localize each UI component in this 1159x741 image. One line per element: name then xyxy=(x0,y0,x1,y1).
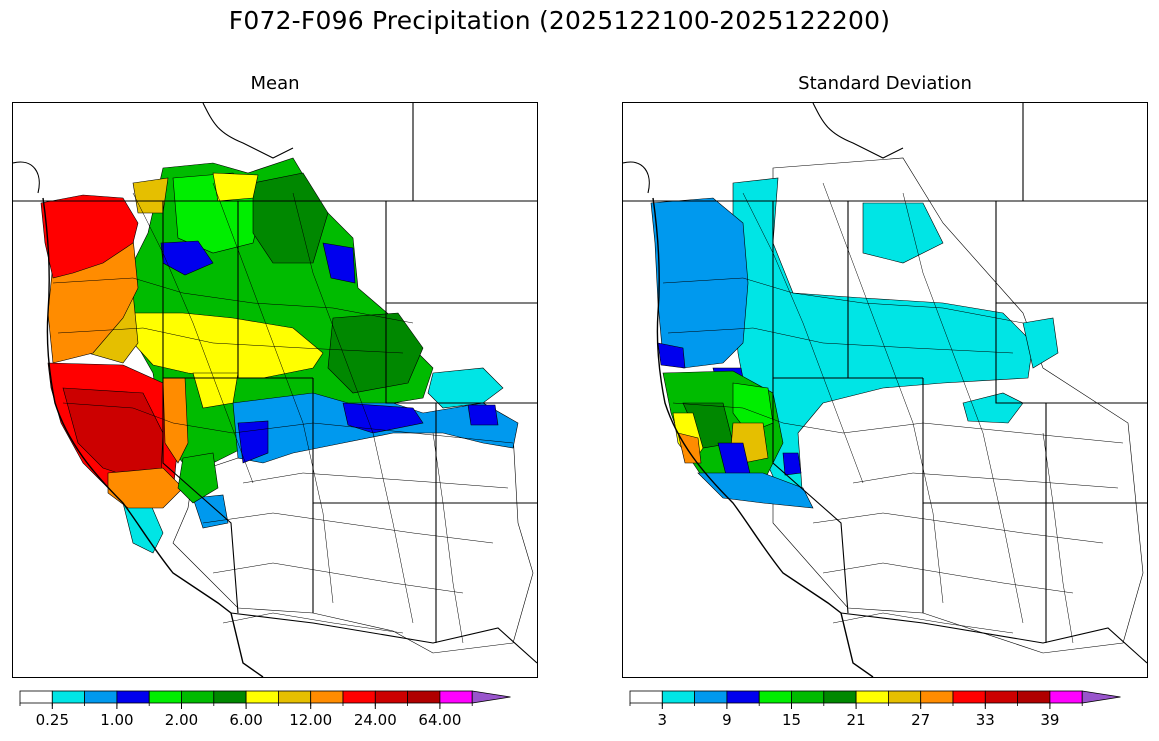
region-blue xyxy=(657,342,686,369)
colorbar-cell xyxy=(84,690,118,704)
map-mean xyxy=(12,102,538,678)
colorbar-tick-label: 6.00 xyxy=(229,711,262,729)
figure-title: F072-F096 Precipitation (2025122100-2025… xyxy=(228,6,891,35)
colorbar-tick-label: 33 xyxy=(976,711,995,729)
region-yellow-3 xyxy=(192,372,239,409)
region-blue-4 xyxy=(782,452,802,476)
coastline xyxy=(42,197,264,677)
panel-title-std-dev: Standard Deviation xyxy=(798,73,972,94)
region-orange-3 xyxy=(107,467,184,509)
region-green-2 xyxy=(177,452,219,504)
sd-ne-line xyxy=(995,303,1147,404)
region-blue-3 xyxy=(342,402,424,434)
colorbar-cell xyxy=(213,690,247,704)
colorbar-cell xyxy=(148,690,182,704)
colorbar-cell xyxy=(694,690,728,704)
region-yellow xyxy=(132,312,324,379)
colorbar-tick-label: 12.00 xyxy=(289,711,332,729)
colorbar-cell xyxy=(407,690,441,704)
colorbar-cell xyxy=(1017,690,1051,704)
region-ltblue-2 xyxy=(697,472,814,509)
colorbar-tick-label: 1.00 xyxy=(100,711,133,729)
colorbar-cell xyxy=(758,690,792,704)
colorbar-cell xyxy=(116,690,150,704)
colorbar-cell xyxy=(791,690,825,704)
colorbar-tick-label: 21 xyxy=(847,711,866,729)
region-yellow-2 xyxy=(212,172,259,202)
nd-mn-line xyxy=(995,201,1147,304)
panel-title-mean: Mean xyxy=(250,73,300,94)
region-ltblue-2 xyxy=(192,494,229,529)
nd-mn-line xyxy=(385,201,537,304)
colorbar-tick-label: 2.00 xyxy=(165,711,198,729)
colorbar-mean: 0.25 1.00 2.00 6.00 12.00 24.00 64.00 xyxy=(0,686,530,736)
region-white xyxy=(772,157,1144,654)
mean-fill-regions xyxy=(40,157,534,654)
colorbar-tick-label: 3 xyxy=(658,711,668,729)
colorbar-cell xyxy=(277,690,312,704)
colorbar-tick-label: 0.25 xyxy=(36,711,69,729)
colorbar-cell xyxy=(1081,690,1121,704)
colorbar-std-dev: 3 9 15 21 27 33 39 xyxy=(610,686,1140,736)
colorbar-cell xyxy=(51,690,85,704)
map-std-dev xyxy=(622,102,1148,678)
sd-ne-line xyxy=(385,303,537,404)
region-cyan-4 xyxy=(1022,317,1059,369)
colorbar-cell xyxy=(920,690,954,704)
region-blue-2 xyxy=(322,242,356,284)
colorbar-cell xyxy=(1049,690,1083,704)
region-darkgreen-2 xyxy=(327,312,424,394)
colorbar-cell xyxy=(181,690,215,704)
mean-boundaries xyxy=(13,103,537,677)
region-darkgreen xyxy=(252,172,329,264)
sd-fill-regions xyxy=(650,157,1144,654)
colorbar-tick-label: 39 xyxy=(1040,711,1059,729)
colorbar-cell xyxy=(887,690,922,704)
colorbar-cell xyxy=(661,690,695,704)
colorbar-cell xyxy=(726,690,760,704)
region-white xyxy=(172,422,534,654)
region-orange xyxy=(677,432,702,464)
colorbar-tick-label: 24.00 xyxy=(354,711,397,729)
colorbar-cell xyxy=(19,690,53,704)
region-cyan-2 xyxy=(862,202,944,264)
colorbar-tick-label: 27 xyxy=(911,711,930,729)
ca-nv-line xyxy=(162,378,239,614)
colorbar-cell xyxy=(629,690,663,704)
region-ltblue xyxy=(650,197,749,369)
colorbar-tick-label: 9 xyxy=(722,711,732,729)
colorbar-cell xyxy=(439,690,473,704)
colorbar-tick-label: 64.00 xyxy=(418,711,461,729)
colorbar-cell xyxy=(374,690,408,704)
colorbar-cell xyxy=(952,690,986,704)
mexico-border xyxy=(230,612,537,664)
colorbar-cell xyxy=(245,690,279,704)
region-blue-5 xyxy=(467,404,499,426)
coastline xyxy=(652,197,874,677)
colorbar-cell xyxy=(984,690,1018,704)
colorbar-cell xyxy=(471,690,511,704)
sd-basin-lines xyxy=(662,182,1124,644)
colorbar-cell xyxy=(823,690,857,704)
bc-coast xyxy=(13,103,294,194)
region-cyan xyxy=(427,367,504,409)
colorbar-cell xyxy=(342,690,376,704)
colorbar-cell xyxy=(310,690,344,704)
sd-boundaries xyxy=(623,103,1147,677)
mexico-border xyxy=(840,612,1147,664)
colorbar-tick-label: 15 xyxy=(782,711,801,729)
bc-coast xyxy=(623,103,904,194)
colorbar-cell xyxy=(855,690,889,704)
ca-nv-line xyxy=(772,378,849,614)
